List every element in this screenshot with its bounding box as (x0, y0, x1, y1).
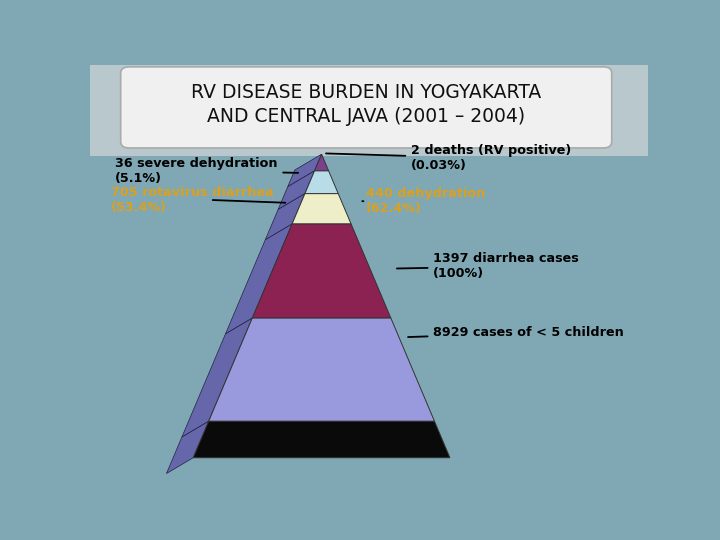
Polygon shape (166, 421, 209, 474)
Polygon shape (182, 318, 252, 437)
Text: 1397 diarrhea cases
(100%): 1397 diarrhea cases (100%) (397, 253, 579, 280)
Text: RV DISEASE BURDEN IN YOGYAKARTA
AND CENTRAL JAVA (2001 – 2004): RV DISEASE BURDEN IN YOGYAKARTA AND CENT… (191, 83, 541, 126)
Polygon shape (209, 318, 434, 421)
Text: 440 dehydration
(62.4%): 440 dehydration (62.4%) (366, 187, 485, 215)
Polygon shape (305, 171, 338, 194)
Text: 705 rotavirus diarrhea
(53.4%): 705 rotavirus diarrhea (53.4%) (111, 186, 274, 214)
Polygon shape (225, 224, 292, 334)
Polygon shape (292, 194, 351, 224)
Text: 36 severe dehydration
(5.1%): 36 severe dehydration (5.1%) (115, 157, 298, 185)
Text: 8929 cases of < 5 children: 8929 cases of < 5 children (408, 327, 624, 340)
Polygon shape (265, 194, 305, 240)
Text: 2 deaths (RV positive)
(0.03%): 2 deaths (RV positive) (0.03%) (326, 144, 571, 172)
Polygon shape (288, 154, 322, 187)
Polygon shape (193, 421, 450, 458)
Bar (90, 65, 648, 156)
Polygon shape (315, 154, 328, 171)
FancyBboxPatch shape (121, 67, 612, 148)
Polygon shape (252, 224, 391, 318)
Polygon shape (278, 171, 315, 210)
